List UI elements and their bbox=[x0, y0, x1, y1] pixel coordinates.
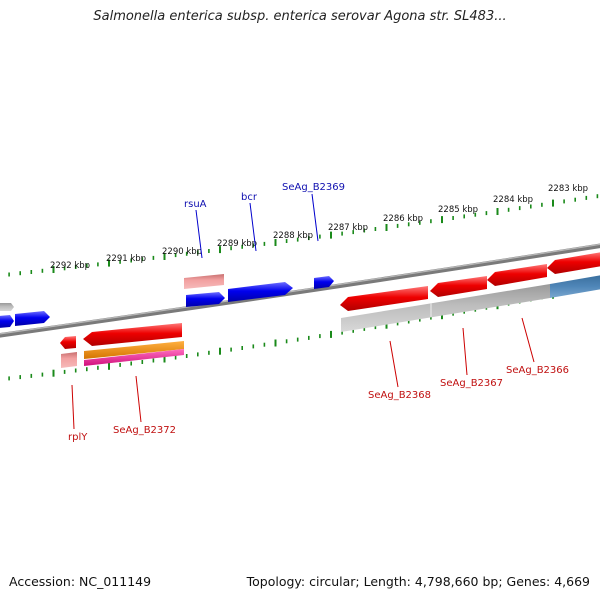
topology-text: Topology: circular; Length: 4,798,660 bp… bbox=[246, 574, 590, 589]
reverse-gene bbox=[60, 336, 76, 349]
reverse-genes bbox=[60, 252, 600, 368]
reverse-gene bbox=[61, 352, 77, 368]
reverse-gene bbox=[83, 323, 182, 346]
scale-label: 2284 kbp bbox=[493, 195, 533, 205]
scale-label: 2286 kbp bbox=[383, 214, 423, 224]
gene-label-rplY: rplY bbox=[68, 432, 88, 443]
forward-gene bbox=[0, 303, 14, 311]
scale-label: 2288 kbp bbox=[273, 231, 313, 241]
scale-label: 2285 kbp bbox=[438, 205, 478, 215]
gene-label-bcr: bcr bbox=[241, 192, 258, 203]
scale-label: 2287 kbp bbox=[328, 223, 368, 233]
reverse-gene bbox=[547, 252, 600, 274]
gene-label-SeAg_B2369: SeAg_B2369 bbox=[282, 182, 345, 193]
forward-gene bbox=[228, 282, 293, 302]
forward-gene bbox=[0, 315, 14, 328]
scale-label: 2289 kbp bbox=[217, 239, 257, 249]
gene-label-SeAg_B2372: SeAg_B2372 bbox=[113, 425, 176, 436]
gene-label-SeAg_B2366: SeAg_B2366 bbox=[506, 365, 569, 376]
map-title: Salmonella enterica subsp. enterica sero… bbox=[93, 9, 507, 24]
forward-genes bbox=[0, 274, 334, 328]
forward-gene bbox=[15, 311, 50, 326]
reverse-feature bbox=[84, 349, 184, 366]
scale-label: 2290 kbp bbox=[162, 247, 202, 257]
genome-backbone bbox=[0, 243, 600, 338]
outer-scale-ticks bbox=[8, 194, 599, 277]
forward-gene bbox=[184, 274, 224, 289]
scale-label: 2283 kbp bbox=[548, 184, 588, 194]
reverse-gene bbox=[340, 286, 428, 311]
reverse-gene bbox=[487, 264, 547, 286]
scale-label: 2291 kbp bbox=[106, 254, 146, 264]
accession-text: Accession: NC_011149 bbox=[9, 574, 152, 589]
scale-labels: 2292 kbp 2291 kbp 2290 kbp 2289 kbp 2288… bbox=[50, 184, 588, 271]
forward-gene bbox=[186, 292, 225, 307]
gene-label-SeAg_B2367: SeAg_B2367 bbox=[440, 378, 503, 389]
label-leaders bbox=[71, 193, 535, 430]
gene-labels: rsuA bcr SeAg_B2369 rplY SeAg_B2372 SeAg… bbox=[68, 182, 569, 443]
reverse-gene bbox=[430, 276, 487, 297]
gene-label-SeAg_B2368: SeAg_B2368 bbox=[368, 390, 431, 401]
scale-label: 2292 kbp bbox=[50, 261, 90, 271]
gene-label-rsuA: rsuA bbox=[184, 199, 207, 210]
forward-gene bbox=[314, 276, 334, 289]
reverse-feature bbox=[84, 341, 184, 359]
reverse-feature bbox=[341, 284, 550, 332]
reverse-feature bbox=[550, 275, 600, 298]
